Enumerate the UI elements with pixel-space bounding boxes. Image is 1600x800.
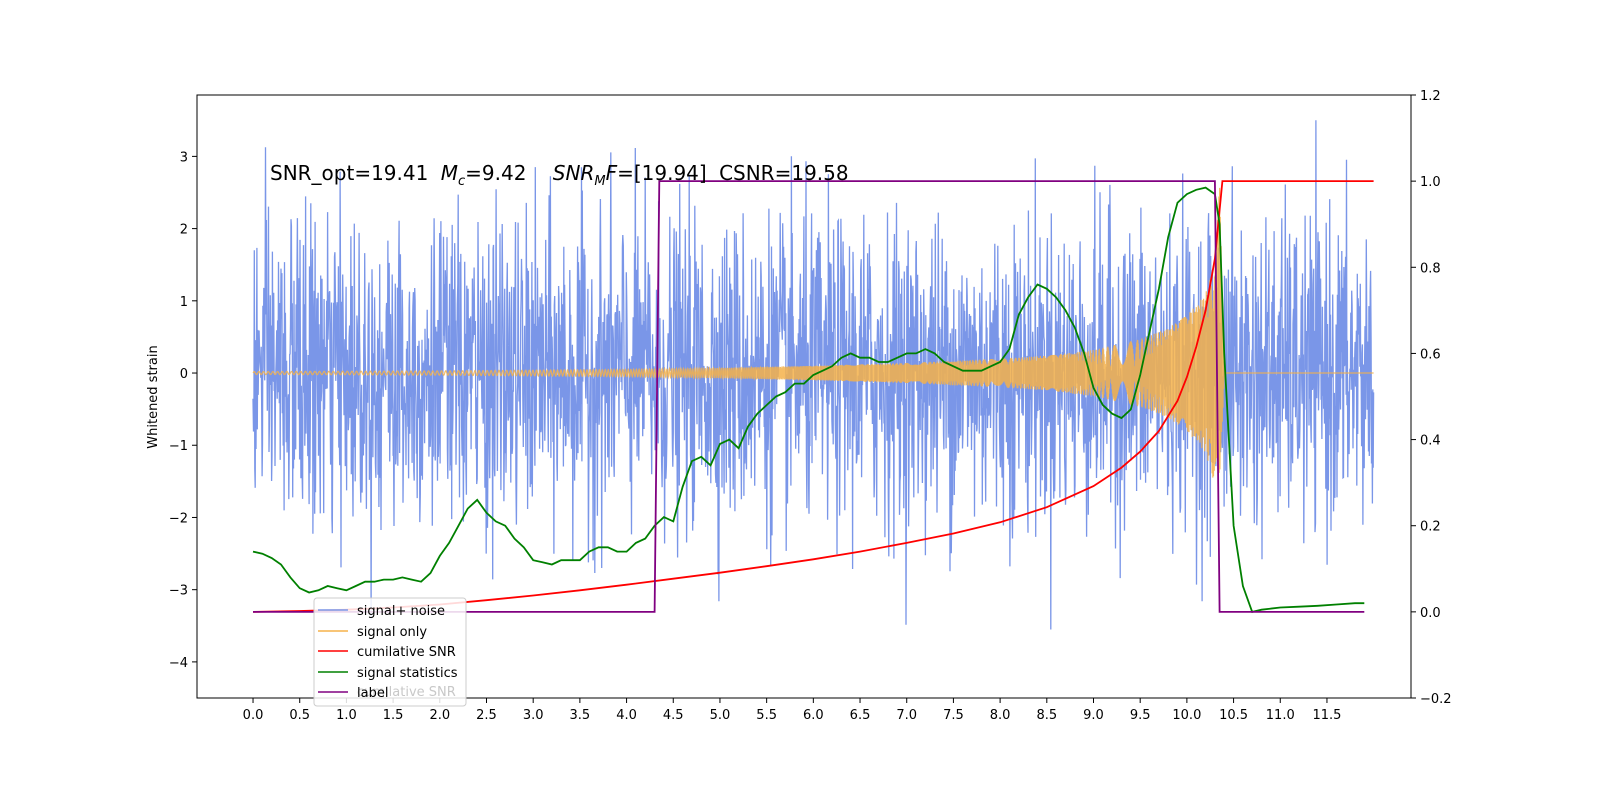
- series-signal-statistics-line: [252, 186, 1365, 613]
- series-label-line: [253, 180, 1365, 613]
- x-tick-label: 0.5: [289, 708, 310, 723]
- x-tick-label: 5.0: [710, 708, 731, 723]
- x-tick-label: 0.0: [243, 708, 264, 723]
- legend-ghost-entry: cumilative SNR: [357, 685, 456, 700]
- x-tick-label: 4.5: [663, 708, 684, 723]
- x-tick-label: 10.0: [1172, 708, 1201, 723]
- series-signal-only-line: [252, 187, 1374, 478]
- series-layer: [252, 120, 1375, 630]
- plot-area: [252, 120, 1375, 630]
- y-right-tick-label: 0.4: [1420, 434, 1441, 449]
- annotation-snrmf-symbol: SNR: [553, 161, 595, 185]
- x-tick-label: 2.5: [476, 708, 497, 723]
- chart-annotation: SNR_opt=19.41 Mc=9.42 SNRMF=[19.94] CSNR…: [270, 161, 849, 189]
- legend-entry-signal-only: signal only: [357, 625, 427, 640]
- y-tick-label: −4: [169, 656, 188, 671]
- y-tick-label: 0: [180, 367, 188, 382]
- x-tick-label: 6.0: [803, 708, 824, 723]
- annotation-mc-subscript: c: [458, 174, 465, 189]
- legend-entry-cumulative-snr: cumilative SNR: [357, 645, 456, 660]
- annotation-mc-value: =9.42: [465, 161, 526, 185]
- x-tick-label: 7.0: [896, 708, 917, 723]
- x-tick-label: 11.0: [1266, 708, 1295, 723]
- x-tick-label: 4.0: [616, 708, 637, 723]
- x-tick-label: 7.5: [943, 708, 964, 723]
- annotation-snrmf-subscript: M: [594, 174, 605, 189]
- y-right-tick-label: 1.2: [1420, 89, 1441, 104]
- x-tick-label: 9.0: [1083, 708, 1104, 723]
- axes-frame: [196, 94, 1412, 699]
- x-tick-label: 2.0: [429, 708, 450, 723]
- legend-entry-label: label: [357, 686, 388, 701]
- y-axis-left: 3 2 1 0 −1 −2 −3 −4: [169, 150, 197, 671]
- legend-entry-signal-statistics: signal statistics: [357, 666, 458, 681]
- y-tick-label: −2: [169, 511, 188, 526]
- y-tick-label: 3: [180, 150, 188, 165]
- annotation-snrmf-f: F: [606, 161, 618, 185]
- legend-entry-signal-noise: signal+ noise: [357, 604, 445, 619]
- x-tick-label: 10.5: [1219, 708, 1248, 723]
- y-right-tick-label: 0.8: [1420, 261, 1441, 276]
- x-tick-label: 1.5: [383, 708, 404, 723]
- x-axis: 0.0 0.5 1.0 1.5 2.0 2.5 3.0 3.5 4.0 4.5 5.0 5.5 6.0 6…: [243, 698, 1341, 723]
- annotation-csnr: CSNR=19.58: [719, 161, 849, 185]
- y-right-tick-label: 0.0: [1420, 606, 1441, 621]
- annotation-snrmf-value: =[19.94]: [617, 161, 707, 185]
- x-tick-label: 1.0: [336, 708, 357, 723]
- y-right-tick-label: 1.0: [1420, 175, 1441, 190]
- x-tick-label: 11.5: [1312, 708, 1341, 723]
- y-tick-label: −1: [169, 439, 188, 454]
- y-axis-label: Whitened strain: [146, 345, 161, 448]
- x-tick-label: 3.5: [570, 708, 591, 723]
- x-tick-label: 5.5: [756, 708, 777, 723]
- y-right-tick-label: 0.2: [1420, 520, 1441, 535]
- series-cumulative-snr-line: [252, 180, 1374, 613]
- annotation-snr-opt: SNR_opt=19.41: [270, 161, 428, 185]
- y-tick-label: 1: [180, 295, 188, 310]
- y-right-tick-label: −0.2: [1420, 692, 1452, 707]
- y-tick-label: 2: [180, 223, 188, 238]
- legend: cumilative SNR signal+ noise signal only…: [313, 597, 467, 707]
- x-tick-label: 6.5: [850, 708, 871, 723]
- y-tick-label: −3: [169, 584, 188, 599]
- y-axis-right: 1.2 1.0 0.8 0.6 0.4 0.2 0.0 −0.2: [1411, 89, 1452, 707]
- x-tick-label: 9.5: [1130, 708, 1151, 723]
- y-right-tick-label: 0.6: [1420, 347, 1441, 362]
- x-tick-label: 8.0: [990, 708, 1011, 723]
- annotation-mc-symbol: M: [441, 161, 458, 185]
- x-tick-label: 8.5: [1036, 708, 1057, 723]
- x-tick-label: 3.0: [523, 708, 544, 723]
- legend-box: [313, 597, 467, 707]
